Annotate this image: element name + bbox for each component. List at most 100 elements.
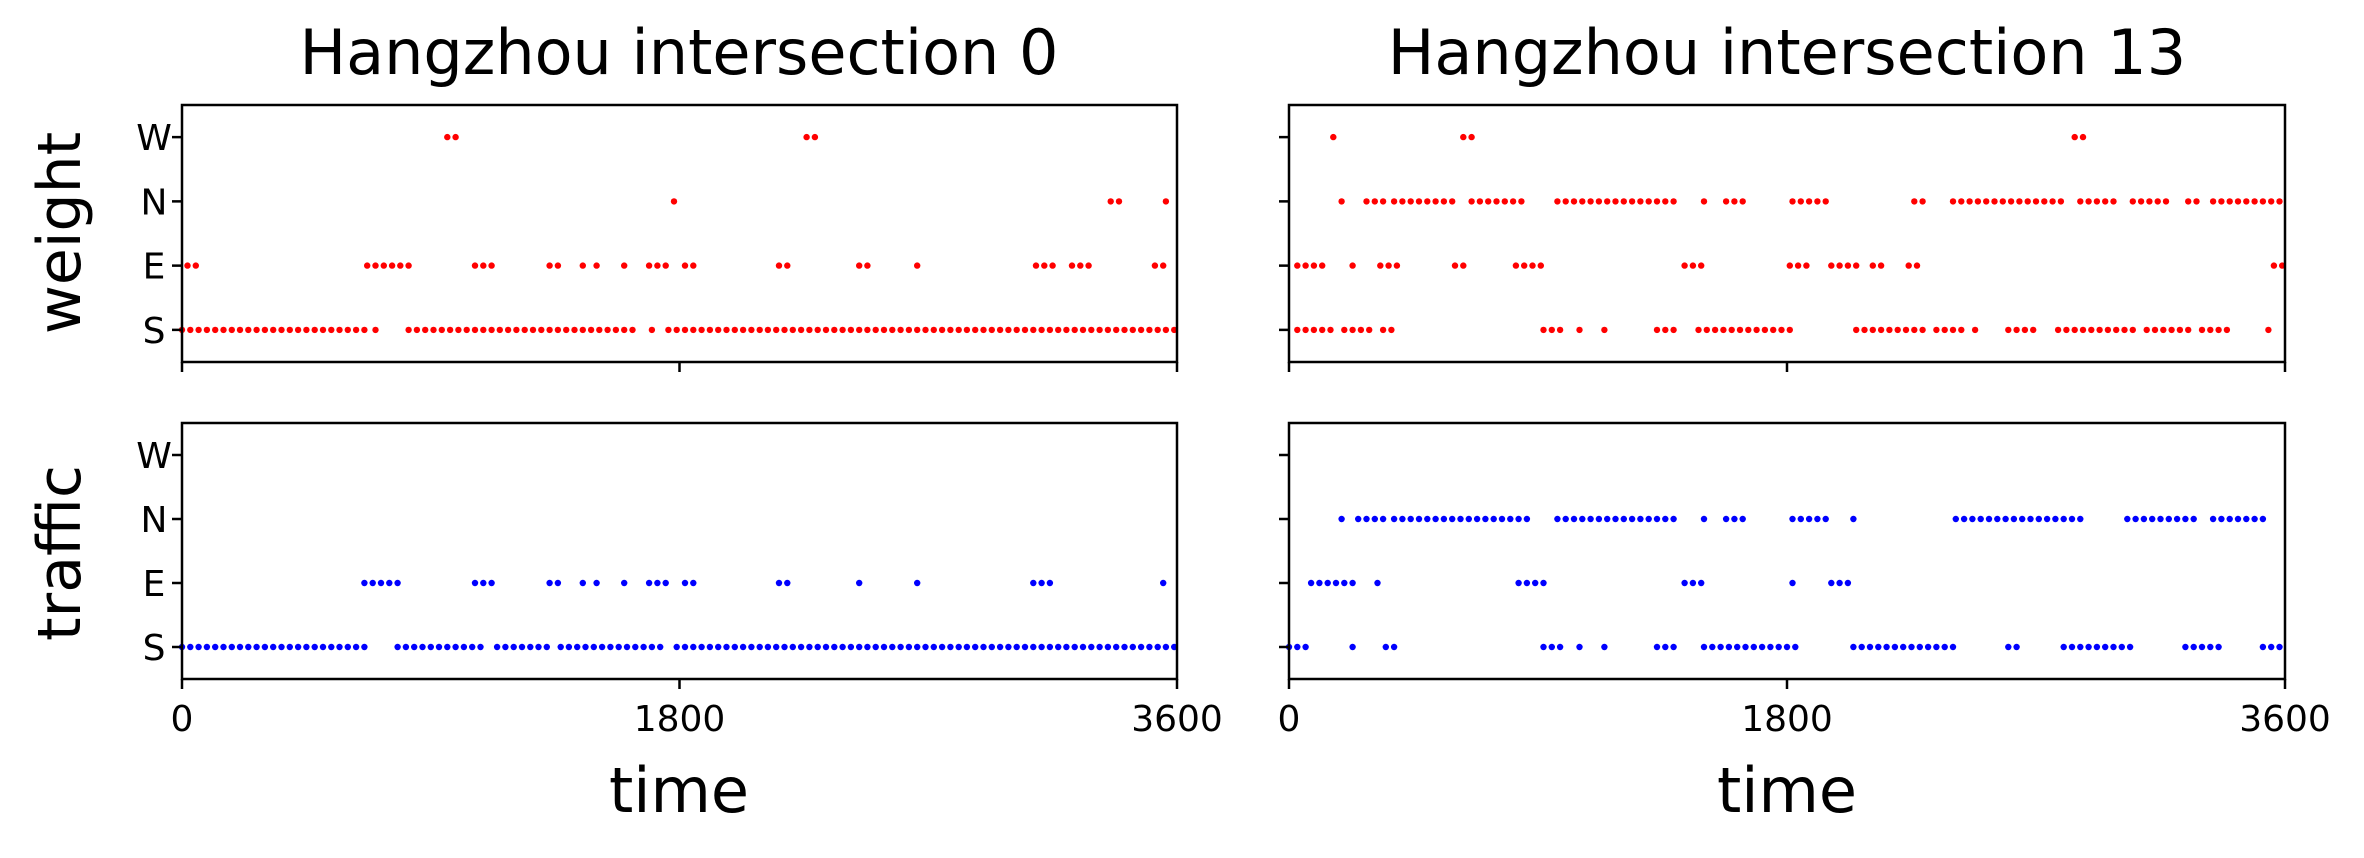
data-point: [187, 326, 194, 334]
data-point: [1162, 643, 1170, 651]
data-point: [847, 643, 855, 651]
data-point: [1327, 326, 1334, 334]
data-point: [1104, 643, 1112, 651]
data-point: [1653, 198, 1661, 205]
data-point: [2030, 326, 2037, 334]
data-point: [1071, 643, 1078, 651]
data-point: [1521, 262, 1528, 269]
data-point: [1332, 579, 1340, 587]
data-point: [2077, 515, 2084, 523]
data-point: [822, 326, 830, 334]
data-point: [1457, 515, 1464, 523]
data-point: [1924, 643, 1932, 651]
data-point: [2215, 326, 2222, 334]
data-point: [2071, 326, 2078, 334]
data-point: [1509, 198, 1517, 205]
data-point: [1532, 579, 1539, 587]
data-point: [1908, 643, 1915, 651]
data-point: [2005, 643, 2012, 651]
data-point: [1129, 643, 1137, 651]
data-point: [286, 326, 293, 334]
data-point: [2041, 198, 2048, 205]
title-intersection-0: Hangzhou intersection 0: [300, 16, 1059, 89]
data-point: [1490, 515, 1497, 523]
data-point: [2243, 198, 2250, 205]
data-point: [1875, 643, 1882, 651]
data-point: [1974, 198, 1982, 205]
data-point: [1363, 198, 1370, 205]
data-point: [344, 326, 351, 334]
data-point: [623, 643, 631, 651]
data-point: [764, 643, 772, 651]
data-point: [2259, 198, 2267, 205]
data-point: [1407, 515, 1414, 523]
data-point: [1349, 262, 1356, 269]
data-point: [2124, 515, 2131, 523]
data-point: [1451, 262, 1459, 269]
data-point: [2032, 198, 2040, 205]
data-point: [521, 326, 528, 334]
data-point: [344, 643, 351, 651]
y-tick-label: S: [143, 311, 166, 352]
data-point: [1146, 326, 1153, 334]
data-point: [1695, 326, 1702, 334]
data-point: [220, 643, 227, 651]
data-point: [1330, 133, 1337, 141]
data-point: [471, 579, 479, 587]
data-point: [184, 262, 191, 269]
data-point: [2234, 515, 2242, 523]
data-point: [1869, 326, 1877, 334]
data-point: [427, 643, 434, 651]
data-point: [435, 643, 443, 651]
data-point: [430, 326, 437, 334]
data-point: [571, 326, 578, 334]
data-point: [784, 579, 791, 587]
data-point: [1407, 198, 1414, 205]
data-point: [1349, 643, 1356, 651]
data-point: [1537, 262, 1545, 269]
data-point: [2173, 515, 2181, 523]
data-point: [1960, 515, 1968, 523]
data-point: [2146, 198, 2153, 205]
data-point: [880, 643, 888, 651]
data-point: [1482, 515, 1489, 523]
data-point: [1440, 515, 1448, 523]
data-point: [2129, 198, 2136, 205]
data-point: [1556, 643, 1564, 651]
data-point: [236, 643, 244, 651]
data-point: [773, 326, 780, 334]
data-point: [1540, 326, 1547, 334]
data-point: [1792, 643, 1799, 651]
data-point: [1374, 579, 1381, 587]
data-point: [1775, 643, 1782, 651]
data-point: [1390, 198, 1398, 205]
data-point: [814, 326, 821, 334]
data-point: [615, 643, 622, 651]
data-point: [2185, 198, 2192, 205]
data-point: [1933, 643, 1940, 651]
data-point: [2077, 198, 2084, 205]
data-point: [212, 326, 219, 334]
data-point: [2149, 515, 2156, 523]
data-point: [1562, 515, 1569, 523]
data-point: [930, 326, 937, 334]
data-point: [811, 133, 819, 141]
data-point: [955, 326, 962, 334]
data-point: [593, 262, 600, 269]
data-point: [1844, 262, 1852, 269]
data-point: [2043, 515, 2051, 523]
data-point: [2077, 643, 2084, 651]
data-point: [2024, 198, 2031, 205]
data-point: [1700, 198, 1708, 205]
data-point: [1977, 515, 1984, 523]
data-point: [673, 643, 680, 651]
data-point: [1041, 262, 1048, 269]
title-intersection-13: Hangzhou intersection 13: [1388, 16, 2186, 89]
data-point: [2193, 198, 2200, 205]
data-point: [847, 326, 855, 334]
data-point: [364, 262, 371, 269]
data-point: [460, 643, 468, 651]
data-point: [1021, 326, 1029, 334]
data-point: [1485, 198, 1492, 205]
